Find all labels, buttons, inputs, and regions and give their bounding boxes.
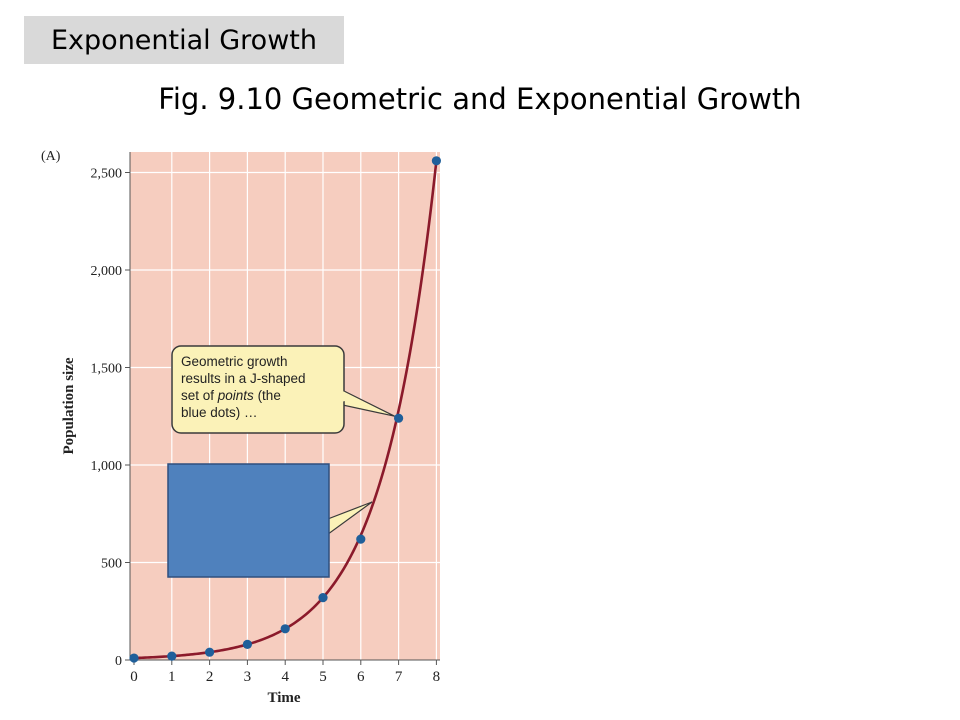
x-tick-label: 6 bbox=[357, 669, 365, 685]
x-tick-label: 8 bbox=[433, 669, 441, 685]
x-axis-label: Time bbox=[267, 690, 300, 706]
y-tick-label: 2,500 bbox=[91, 167, 123, 182]
x-tick-label: 1 bbox=[168, 669, 176, 685]
data-point bbox=[167, 651, 177, 661]
data-point bbox=[280, 624, 290, 634]
data-point bbox=[356, 534, 366, 544]
y-tick-label: 1,000 bbox=[91, 459, 123, 474]
y-tick-label: 1,500 bbox=[91, 362, 123, 377]
y-tick-label: 0 bbox=[115, 654, 122, 669]
geometric-callout-line: set of points (the bbox=[181, 388, 281, 403]
geometric-callout-line: blue dots) … bbox=[181, 405, 258, 420]
y-tick-label: 500 bbox=[101, 557, 122, 572]
y-axis-label: Population size bbox=[61, 357, 77, 454]
y-tick-label: 2,000 bbox=[91, 264, 123, 279]
data-point bbox=[431, 156, 441, 166]
x-tick-label: 7 bbox=[395, 669, 403, 685]
data-point bbox=[394, 413, 404, 423]
data-point bbox=[318, 593, 328, 603]
geometric-callout-box bbox=[171, 345, 345, 434]
x-tick-label: 2 bbox=[206, 669, 214, 685]
x-tick-label: 0 bbox=[130, 669, 138, 685]
geometric-callout-line: results in a J-shaped bbox=[181, 371, 306, 386]
x-tick-label: 5 bbox=[319, 669, 327, 685]
x-tick-label: 4 bbox=[281, 669, 289, 685]
data-point bbox=[129, 653, 139, 663]
slide-title: Fig. 9.10 Geometric and Exponential Grow… bbox=[158, 82, 802, 116]
cover-box bbox=[167, 463, 330, 578]
section-tag-label: Exponential Growth bbox=[51, 24, 317, 56]
data-point bbox=[205, 647, 215, 657]
x-tick-label: 3 bbox=[244, 669, 252, 685]
geometric-callout-join bbox=[337, 389, 345, 403]
section-tag: Exponential Growth bbox=[24, 16, 344, 64]
panel-label: (A) bbox=[41, 149, 61, 164]
data-point bbox=[242, 639, 252, 650]
geometric-callout-line: Geometric growth bbox=[181, 354, 288, 369]
